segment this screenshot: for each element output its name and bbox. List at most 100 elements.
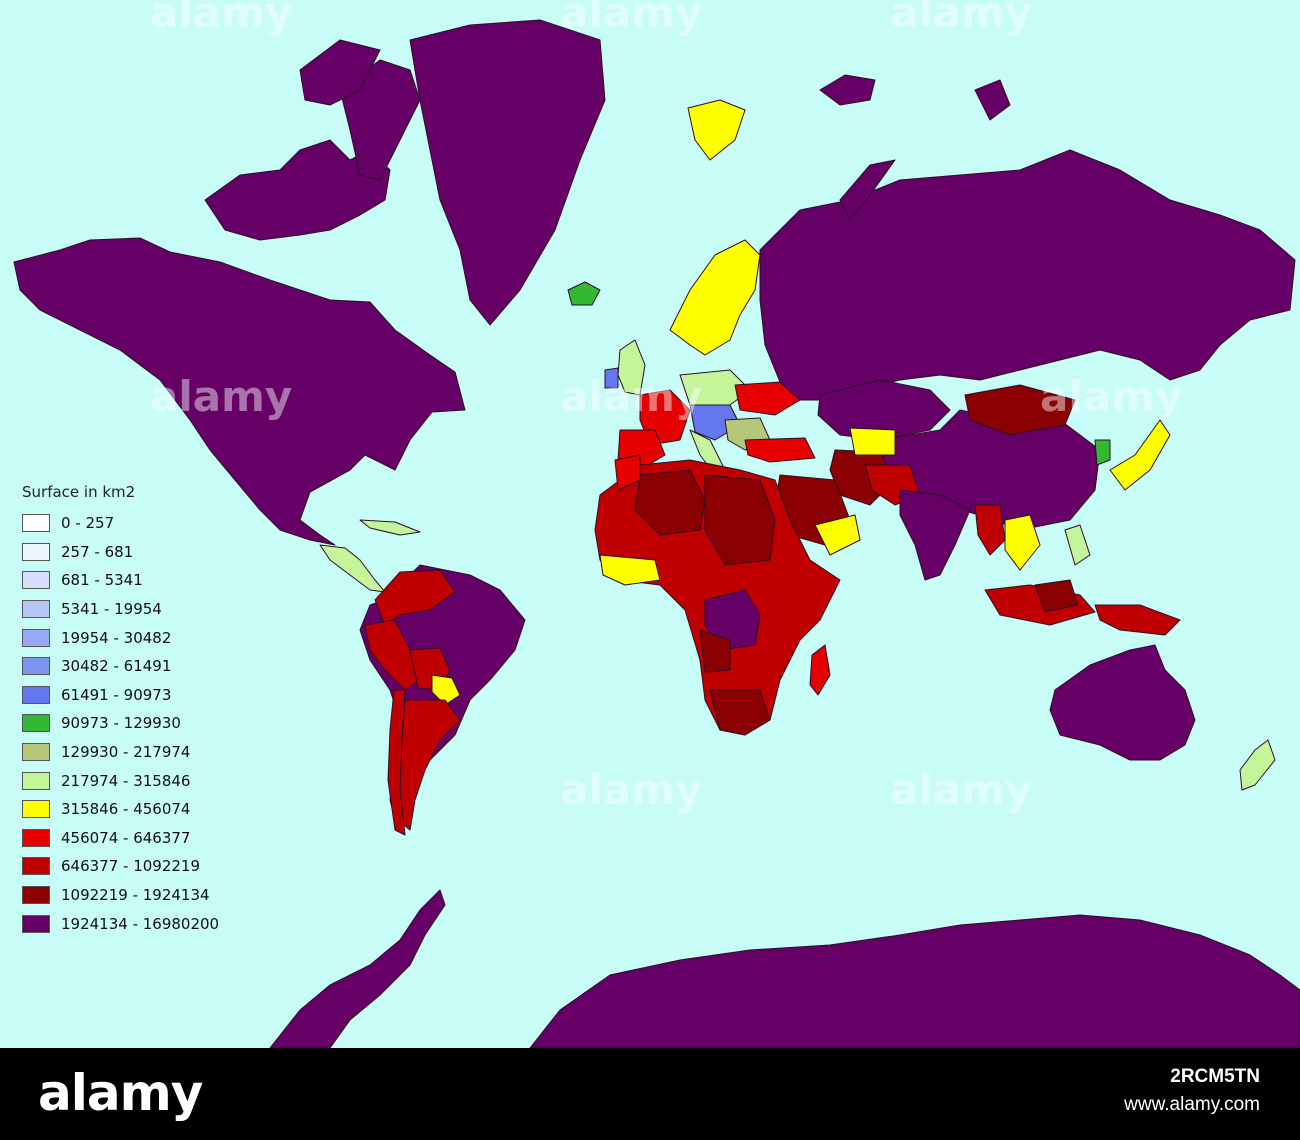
- thailand-vietnam: [1004, 514, 1041, 571]
- chile: [387, 689, 406, 836]
- severnaya-zemlya: [974, 79, 1011, 121]
- new-zealand: [1239, 739, 1276, 791]
- footer-url: www.alamy.com: [1124, 1094, 1260, 1115]
- alamy-logo: alamy: [38, 1064, 203, 1122]
- legend-items: 0 - 257 257 - 681 681 - 5341 5341 - 19954 19…: [22, 509, 219, 938]
- svalbard: [687, 99, 746, 161]
- image-id: 2RCM5TN: [1170, 1066, 1260, 1087]
- libya-sudan: [704, 474, 776, 566]
- algeria: [634, 469, 706, 536]
- legend-swatch: [22, 714, 50, 733]
- legend-label: 1092219 - 1924134: [61, 886, 210, 905]
- legend-swatch: [22, 657, 50, 676]
- franz-josef-land: [819, 74, 876, 106]
- legend-label: 1924134 - 16980200: [61, 914, 220, 933]
- ellesmere-island: [299, 39, 381, 106]
- legend-swatch: [22, 857, 50, 876]
- legend-swatch: [22, 914, 50, 933]
- legend-item: 257 - 681: [22, 538, 219, 567]
- legend-label: 61491 - 90973: [61, 685, 172, 704]
- arctic-islands: [204, 139, 391, 241]
- legend-item: 30482 - 61491: [22, 652, 219, 681]
- legend-item: 61491 - 90973: [22, 681, 219, 710]
- myanmar: [974, 504, 1006, 556]
- legend-swatch: [22, 600, 50, 619]
- ukraine: [734, 381, 801, 416]
- legend-label: 5341 - 19954: [61, 600, 162, 619]
- legend-item: 0 - 257: [22, 509, 219, 538]
- legend-swatch: [22, 685, 50, 704]
- legend-label: 646377 - 1092219: [61, 857, 201, 876]
- legend-item: 456074 - 646377: [22, 824, 219, 853]
- australia: [1049, 644, 1196, 761]
- argentina: [397, 699, 461, 831]
- kazakhstan: [817, 379, 951, 441]
- legend-swatch: [22, 571, 50, 590]
- legend-swatch: [22, 828, 50, 847]
- cuba: [359, 519, 421, 536]
- turkmenistan: [849, 427, 896, 456]
- watermark-top-right: alamy: [890, 0, 1033, 37]
- watermark-bottom-right: alamy: [890, 765, 1033, 814]
- watermark-center: alamy: [560, 372, 703, 421]
- north-america: [13, 237, 466, 546]
- paraguay: [431, 674, 461, 706]
- legend-item: 217974 - 315846: [22, 766, 219, 795]
- legend-label: 681 - 5341: [61, 571, 143, 590]
- morocco: [614, 454, 641, 491]
- legend-swatch: [22, 542, 50, 561]
- legend-label: 0 - 257: [61, 514, 115, 533]
- legend-label: 217974 - 315846: [61, 771, 191, 790]
- legend-item: 90973 - 129930: [22, 709, 219, 738]
- legend-swatch: [22, 886, 50, 905]
- borneo: [1034, 579, 1079, 613]
- turkey: [744, 437, 816, 463]
- watermark-right: alamy: [1040, 372, 1183, 421]
- map-legend: Surface in km2 0 - 257 257 - 681 681 - 534…: [22, 483, 219, 938]
- legend-item: 1924134 - 16980200: [22, 909, 219, 938]
- legend-item: 19954 - 30482: [22, 623, 219, 652]
- scandinavia: [669, 239, 761, 356]
- yemen-oman: [814, 514, 861, 556]
- southern-africa: [709, 689, 771, 736]
- greenland: [409, 19, 606, 326]
- legend-label: 315846 - 456074: [61, 800, 191, 819]
- korea: [1094, 439, 1111, 466]
- legend-label: 19954 - 30482: [61, 628, 172, 647]
- philippines: [1064, 524, 1091, 566]
- legend-label: 90973 - 129930: [61, 714, 181, 733]
- legend-label: 129930 - 217974: [61, 743, 191, 762]
- madagascar: [809, 644, 831, 696]
- legend-item: 646377 - 1092219: [22, 852, 219, 881]
- legend-item: 681 - 5341: [22, 566, 219, 595]
- legend-label: 30482 - 61491: [61, 657, 172, 676]
- antarctic-peninsula: [269, 889, 446, 1048]
- watermark-top-left: alamy: [150, 0, 293, 37]
- mongolia: [964, 384, 1076, 436]
- legend-item: 5341 - 19954: [22, 595, 219, 624]
- peru: [364, 619, 421, 691]
- iceland: [567, 281, 601, 306]
- novaya-zemlya: [839, 159, 896, 221]
- india: [899, 489, 971, 581]
- legend-swatch: [22, 800, 50, 819]
- angola: [699, 629, 731, 673]
- legend-item: 1092219 - 1924134: [22, 881, 219, 910]
- footer-meta: 2RCM5TN www.alamy.com: [1124, 1066, 1260, 1116]
- papua: [1094, 604, 1181, 636]
- legend-swatch: [22, 771, 50, 790]
- world-map: [13, 19, 1300, 1048]
- legend-label: 456074 - 646377: [61, 828, 191, 847]
- legend-label: 257 - 681: [61, 542, 134, 561]
- legend-item: 129930 - 217974: [22, 738, 219, 767]
- central-america: [319, 544, 386, 593]
- legend-swatch: [22, 743, 50, 762]
- watermark-left: alamy: [150, 372, 293, 421]
- watermark-bottom-center: alamy: [560, 765, 703, 814]
- ireland: [604, 367, 619, 389]
- antarctica: [529, 914, 1300, 1048]
- russia: [759, 149, 1296, 401]
- legend-title: Surface in km2: [22, 483, 136, 501]
- west-africa: [599, 554, 661, 586]
